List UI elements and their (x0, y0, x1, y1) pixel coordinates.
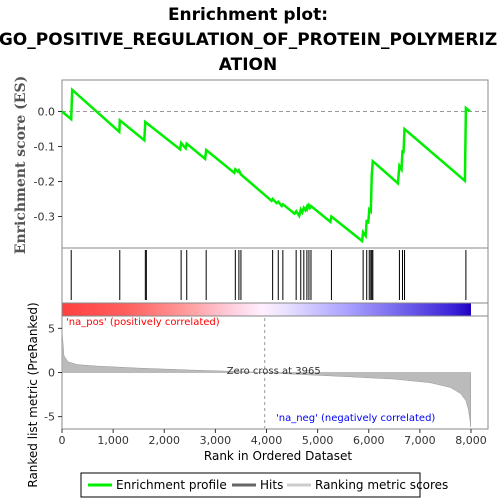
es-panel-frame (61, 79, 489, 249)
ranking-metric-area (61, 330, 471, 428)
x-tick-label: 1,000 (97, 434, 129, 447)
zero-cross-label: Zero cross at 3965 (227, 366, 321, 377)
x-tick-label: 2,000 (149, 434, 181, 447)
x-tick-label: 8,000 (455, 434, 487, 447)
rank-y-tick-label: 5 (48, 322, 55, 335)
rank-y-tick-label: 0 (48, 367, 55, 380)
x-tick-label: 4,000 (251, 434, 283, 447)
es-y-axis-label: Enrichment score (ES) (13, 76, 29, 254)
chart-title-line-3: ATION (219, 55, 277, 75)
x-tick-label: 7,000 (404, 434, 436, 447)
ranking-heatmap-bar (62, 303, 471, 316)
x-tick-label: 3,000 (200, 434, 232, 447)
chart-title-line-2: GO_POSITIVE_REGULATION_OF_PROTEIN_POLYME… (0, 30, 497, 50)
x-tick-label: 6,000 (353, 434, 385, 447)
es-y-tick-label: -0.2 (34, 176, 55, 189)
positive-correlation-label: 'na_pos' (positively correlated) (66, 317, 220, 328)
legend-enrichment-profile-label: Enrichment profile (116, 478, 227, 492)
x-tick-label: 5,000 (302, 434, 334, 447)
hits-panel-frame (61, 247, 489, 304)
hit-markers (70, 250, 467, 300)
rank-y-tick-label: -5 (44, 411, 55, 424)
es-y-tick-label: -0.1 (34, 141, 55, 154)
x-axis-label: Rank in Ordered Dataset (204, 449, 352, 463)
enrichment-profile-line (61, 87, 471, 244)
legend-ranking-metric-label: Ranking metric scores (315, 478, 448, 492)
rank-y-axis-label: Ranked list metric (PreRanked) (26, 302, 40, 487)
rank-y-ticks: 5 0 -5 (44, 322, 62, 424)
negative-correlation-label: 'na_neg' (negatively correlated) (276, 413, 435, 424)
es-y-tick-label: -0.3 (34, 211, 55, 224)
chart-title-line-1: Enrichment plot: (168, 5, 328, 25)
x-ticks: 0 1,000 2,000 3,000 4,000 5,000 6,000 7,000 8,00… (59, 429, 487, 447)
es-y-ticks: 0.0 -0.1 -0.2 -0.3 (34, 106, 62, 224)
legend-hits-label: Hits (260, 478, 283, 492)
es-y-tick-label: 0.0 (38, 106, 56, 119)
x-tick-label: 0 (59, 434, 66, 447)
